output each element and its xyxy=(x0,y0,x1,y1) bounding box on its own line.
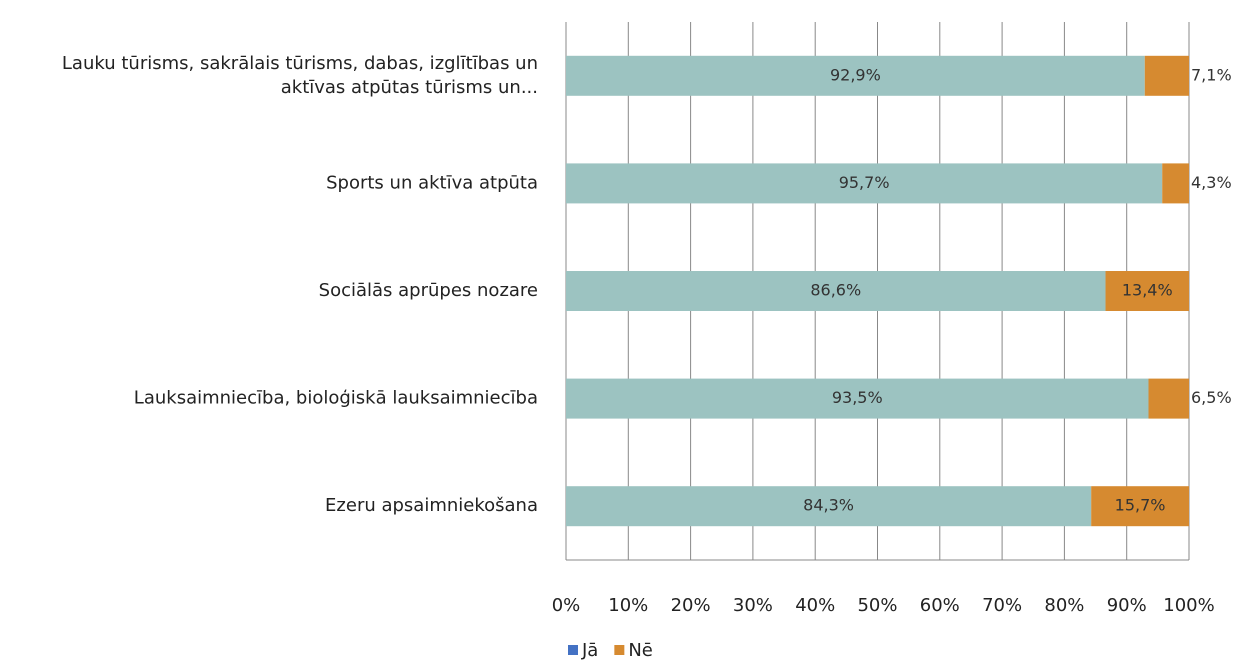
legend-label: Nē xyxy=(628,640,653,661)
bar-segment xyxy=(1148,378,1189,419)
value-label: 86,6% xyxy=(810,281,861,300)
bar-segment xyxy=(1105,271,1189,311)
bar-segment xyxy=(566,378,1149,419)
legend-label: Jā xyxy=(581,640,598,661)
x-tick-label: 0% xyxy=(552,595,581,616)
x-tick-label: 50% xyxy=(857,595,897,616)
x-tick-label: 10% xyxy=(608,595,648,616)
value-label: 15,7% xyxy=(1115,496,1166,515)
bar-segment xyxy=(1091,486,1189,527)
x-tick-label: 70% xyxy=(982,595,1022,616)
x-tick-label: 90% xyxy=(1107,595,1147,616)
bar-segment xyxy=(1144,55,1189,96)
x-tick-label: 20% xyxy=(671,595,711,616)
legend: Jā Nē xyxy=(568,640,653,661)
value-label: 13,4% xyxy=(1122,281,1173,300)
value-label: 84,3% xyxy=(803,496,854,515)
legend-swatch xyxy=(614,645,625,655)
bar-segment xyxy=(1162,163,1189,204)
x-tick-label: 40% xyxy=(795,595,835,616)
bar-segment xyxy=(566,271,1106,311)
x-tick-label: 100% xyxy=(1163,595,1214,616)
value-label: 95,7% xyxy=(839,173,890,192)
y-tick-label: Ezeru apsaimniekošana xyxy=(325,495,538,516)
value-label: 7,1% xyxy=(1191,65,1232,84)
x-tick-label: 80% xyxy=(1044,595,1084,616)
x-tick-label: 30% xyxy=(733,595,773,616)
y-tick-label: Lauksaimniecība, bioloģiskā lauksaimniec… xyxy=(134,388,538,409)
value-label: 6,5% xyxy=(1191,388,1232,407)
y-tick-label: Sports un aktīva atpūta xyxy=(326,172,538,193)
bar-segment xyxy=(566,163,1163,204)
x-tick-label: 60% xyxy=(920,595,960,616)
value-label: 92,9% xyxy=(830,65,881,84)
y-tick-label: Lauku tūrisms, sakrālais tūrisms, dabas,… xyxy=(62,53,538,98)
y-tick-label: Sociālās aprūpes nozare xyxy=(319,280,538,301)
bar-segment xyxy=(566,55,1145,96)
bar-segment xyxy=(566,486,1092,527)
value-label: 93,5% xyxy=(832,388,883,407)
legend-swatch xyxy=(568,645,578,655)
value-label: 4,3% xyxy=(1191,173,1232,192)
